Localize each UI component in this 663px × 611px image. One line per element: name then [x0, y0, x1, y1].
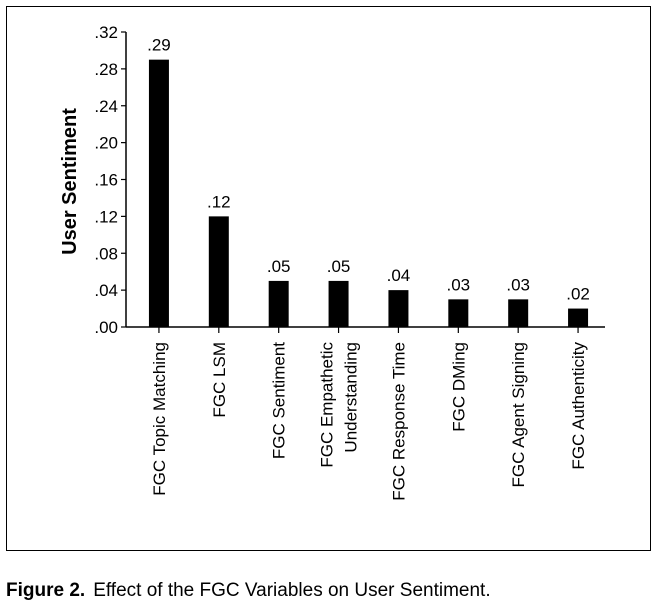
bar [448, 299, 469, 327]
y-tick-label: .16 [94, 171, 118, 190]
chart-axes: .00 .04 .08 .12 .16 .20 .24 .28 .32 User Sentimen… [59, 23, 605, 337]
y-tick-label: .20 [94, 134, 118, 153]
chart-bars [148, 59, 589, 327]
bar-value-label: .05 [327, 257, 351, 276]
bar [508, 299, 529, 327]
bar-value-label: .02 [566, 285, 590, 304]
y-tick-label: .24 [94, 97, 118, 116]
bar [568, 308, 589, 327]
y-tick-label: .04 [94, 281, 118, 300]
figure-caption: Figure 2. Effect of the FGC Variables on … [6, 580, 491, 602]
bar [208, 216, 229, 327]
chart-labels: .29 FGC Topic Matching .12 FGC LSM .05 FGC Se… [147, 36, 590, 501]
y-tick-label: .08 [94, 244, 118, 263]
bar-value-label: .29 [147, 36, 171, 55]
category-label: FGC Topic Matching [150, 342, 169, 496]
category-label: FGC LSM [210, 342, 229, 418]
category-label: FGC Empathetic [318, 342, 337, 468]
figure-frame [6, 6, 651, 551]
category-label: FGC Authenticity [569, 342, 588, 470]
category-label: Understanding [342, 342, 361, 453]
bar-chart: .00 .04 .08 .12 .16 .20 .24 .28 .32 User Sentimen… [59, 23, 605, 501]
bar [328, 280, 349, 327]
caption-label: Figure 2. [6, 580, 86, 601]
y-tick-label: .28 [94, 60, 118, 79]
y-axis-title: User Sentiment [59, 108, 81, 255]
caption-text: Effect of the FGC Variables on User Sent… [93, 580, 491, 601]
category-label: FGC Response Time [389, 342, 408, 501]
bar-value-label: .12 [207, 192, 231, 211]
category-label: FGC Sentiment [270, 342, 289, 459]
bar-value-label: .03 [446, 275, 470, 294]
bar-value-label: .04 [387, 266, 411, 285]
y-tick-label: .12 [94, 207, 118, 226]
y-tick-label: .32 [94, 23, 118, 42]
bar [268, 280, 289, 327]
bar [148, 59, 169, 327]
bar-value-label: .05 [267, 257, 291, 276]
category-label: FGC DMing [449, 342, 468, 432]
y-tick-label: .00 [94, 318, 118, 337]
category-label: FGC Agent Signing [509, 342, 528, 488]
bar-value-label: .03 [506, 275, 530, 294]
bar [388, 290, 409, 327]
